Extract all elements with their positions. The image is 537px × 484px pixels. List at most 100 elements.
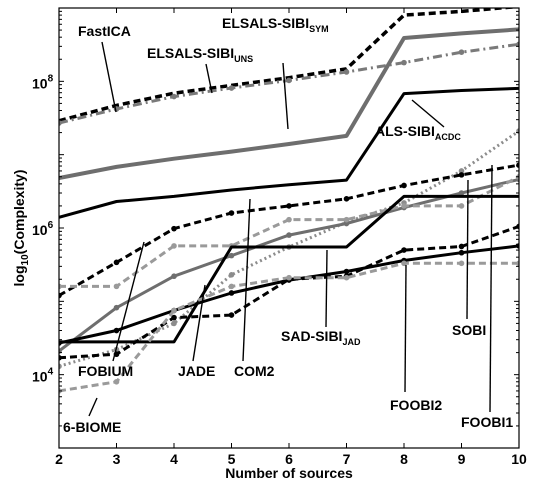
y-tick-label: 106	[32, 220, 54, 238]
annotation-label-sad-sibi-jad: SAD-SIBIJAD	[281, 328, 361, 347]
annotation-label-fobium: FOBIUM	[78, 363, 133, 379]
x-tick-label: 5	[228, 451, 236, 467]
annotation-label-foobi2: FOOBI2	[390, 397, 442, 413]
data-point	[171, 243, 177, 249]
annotation-label-fastica: FastICA	[78, 23, 131, 39]
data-point	[113, 378, 120, 385]
data-point	[228, 312, 235, 318]
data-point	[401, 59, 407, 66]
data-point	[516, 162, 519, 168]
data-point	[343, 220, 350, 227]
data-point	[401, 203, 407, 209]
annotation-subscript: JAD	[342, 337, 361, 347]
data-point	[59, 120, 62, 126]
data-point	[401, 247, 407, 253]
annotation-pointer-foobi2	[404, 264, 407, 393]
annotation-label-elsals-sibi-uns: ELSALS-SIBIUNS	[147, 45, 253, 64]
data-point	[228, 85, 235, 91]
data-point	[59, 363, 62, 370]
data-point	[286, 274, 292, 281]
data-point	[113, 259, 120, 266]
series-line-elsals-sibi-uns	[59, 27, 519, 180]
data-point	[458, 243, 465, 250]
annotation-pointer-als-sibi-acdc	[411, 99, 445, 128]
x-tick-label: 2	[55, 451, 63, 467]
series-fastica	[59, 41, 519, 126]
x-tick-label: 9	[458, 451, 466, 467]
annotation-pointer-6-biome	[88, 397, 98, 417]
data-point	[458, 203, 465, 209]
annotation-text: FOBIUM	[78, 363, 133, 379]
data-point	[228, 272, 235, 278]
data-point	[516, 41, 519, 48]
annotation-pointer-jade	[192, 284, 206, 362]
series-als-sibi-acdc	[59, 86, 519, 219]
annotation-label-als-sibi-acdc: ALS-SIBIACDC	[375, 123, 461, 142]
data-point	[401, 260, 407, 267]
annotation-pointer-foobi1	[489, 164, 493, 413]
annotation-text: ELSALS-SIBI	[147, 45, 234, 61]
annotation-label-jade: JADE	[178, 363, 215, 379]
annotation-text: FastICA	[78, 23, 131, 39]
y-tick-label: 108	[32, 73, 54, 91]
data-point	[171, 307, 177, 314]
data-point	[228, 210, 235, 216]
data-point	[286, 77, 292, 84]
annotation-pointer-fobium	[112, 241, 145, 362]
x-tick-label: 4	[170, 451, 178, 467]
annotation-text: FOOBI2	[390, 397, 442, 413]
x-axis-title: Number of sources	[225, 465, 353, 481]
series-layer	[59, 8, 519, 394]
data-point	[171, 273, 177, 280]
data-point	[113, 283, 120, 290]
series-foobi2	[59, 223, 519, 361]
data-point	[343, 196, 350, 202]
data-point	[401, 182, 407, 189]
annotation-label-foobi1: FOOBI1	[461, 414, 513, 430]
annotation-label-com2: COM2	[234, 363, 275, 379]
data-point	[516, 260, 519, 267]
annotation-text: 6-BIOME	[63, 419, 121, 435]
y-tick-exp: 4	[48, 367, 54, 378]
annotation-text: COM2	[234, 363, 275, 379]
annotation-label-elsals-sibi-sym: ELSALS-SIBISYM	[222, 15, 329, 34]
data-point	[59, 340, 62, 346]
annotation-pointer-elsals-sibi-sym	[282, 62, 289, 130]
y-axis-title-sub: 10	[20, 254, 31, 266]
data-point	[171, 320, 177, 327]
series-sobi	[59, 162, 519, 299]
data-point	[286, 232, 292, 238]
series-line-als-sibi-acdc	[59, 86, 519, 219]
y-tick-label: 104	[32, 367, 54, 385]
data-point	[228, 290, 235, 296]
x-tick-label: 8	[400, 451, 408, 467]
y-tick-exp: 6	[48, 220, 54, 231]
series-line-foobi2	[59, 224, 519, 360]
series-elsals-sibi-uns	[59, 27, 519, 180]
annotation-text: SAD-SIBI	[281, 328, 342, 344]
annotation-pointer-elsals-sibi-uns	[205, 63, 213, 94]
y-axis-title-base: log	[11, 265, 27, 286]
data-point	[228, 283, 235, 290]
annotation-layer: FastICAELSALS-SIBIUNSELSALS-SIBISYMALS-S…	[63, 15, 513, 435]
data-point	[286, 216, 292, 223]
data-point	[171, 225, 177, 232]
x-tick-label: 10	[511, 451, 527, 467]
y-axis-title: log10(Complexity)	[11, 170, 31, 287]
data-point	[113, 327, 120, 334]
y-axis-title-rest: (Complexity)	[11, 170, 27, 255]
data-point	[458, 168, 465, 174]
data-point	[458, 49, 465, 55]
data-point	[228, 252, 235, 259]
data-point	[286, 203, 292, 209]
annotation-subscript: SYM	[309, 24, 329, 34]
y-tick-exp: 8	[48, 73, 54, 84]
x-tick-label: 7	[343, 451, 351, 467]
data-point	[171, 93, 177, 100]
annotation-subscript: UNS	[234, 54, 253, 64]
data-point	[59, 354, 62, 361]
data-point	[458, 190, 465, 196]
annotation-pointer-fastica	[101, 41, 117, 113]
